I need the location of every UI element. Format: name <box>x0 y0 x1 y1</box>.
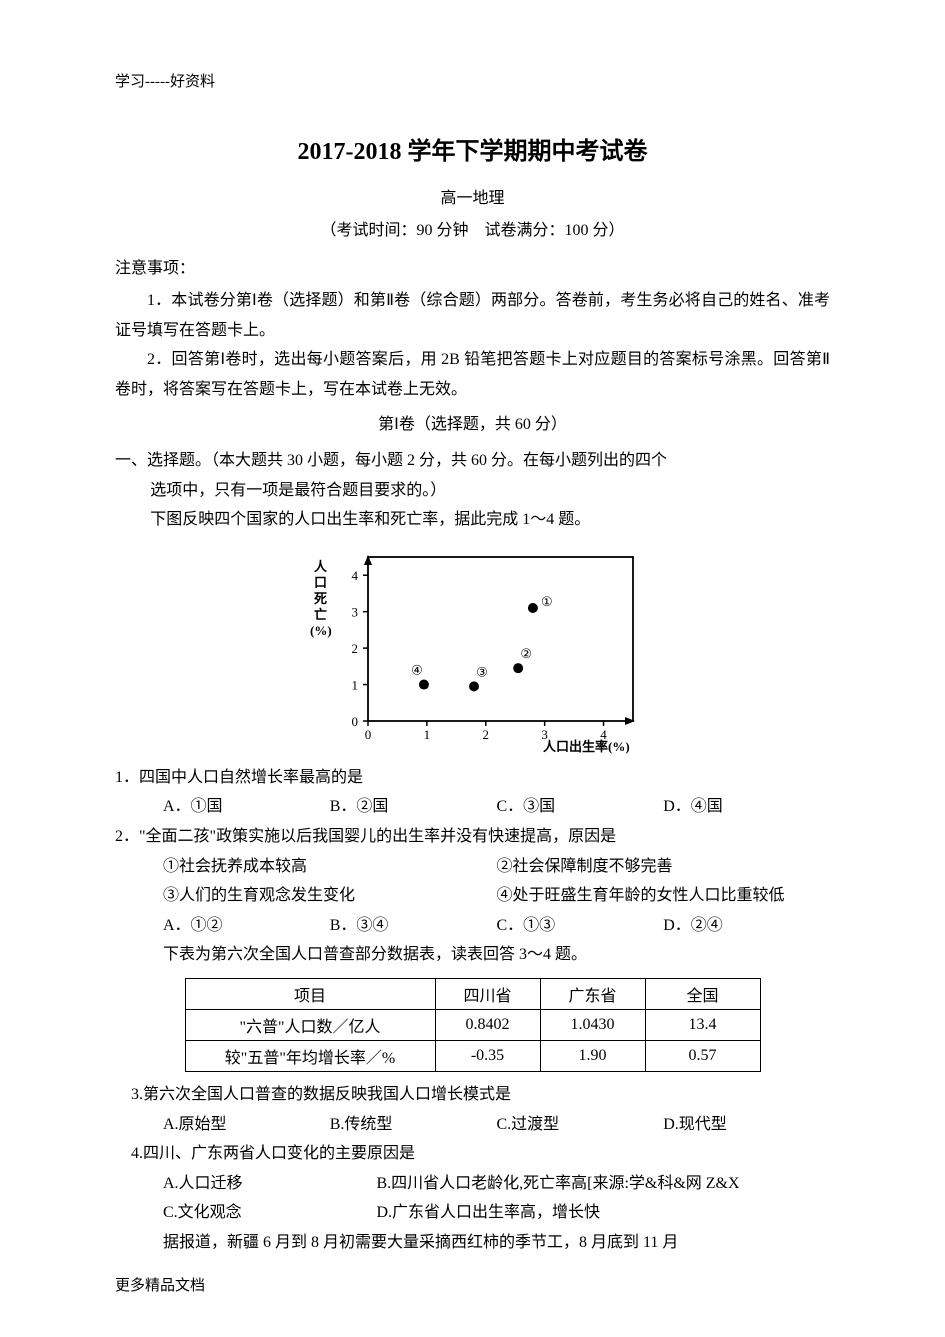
header-note: 学习-----好资料 <box>115 70 830 91</box>
svg-text:2: 2 <box>483 727 490 742</box>
q3-opt-c: C.过渡型 <box>497 1110 664 1140</box>
svg-text:1: 1 <box>424 727 431 742</box>
q2-options: A．①② B．③④ C．①③ D．②④ <box>115 911 830 941</box>
svg-text:3: 3 <box>352 604 359 619</box>
svg-text:亡: 亡 <box>314 607 327 622</box>
footer-note: 更多精品文档 <box>115 1274 205 1295</box>
svg-text:④: ④ <box>411 662 423 677</box>
table-row: "六普"人口数／亿人 0.8402 1.0430 13.4 <box>185 1009 760 1040</box>
notice-2: 2．回答第Ⅰ卷时，选出每小题答案后，用 2B 铅笔把答题卡上对应题目的答案标号涂… <box>115 345 830 404</box>
q34-intro: 下表为第六次全国人口普查部分数据表，读表回答 3～4 题。 <box>115 940 830 970</box>
svg-text:4: 4 <box>600 727 607 742</box>
section-a-intro-line1: 一、选择题。（本大题共 30 小题，每小题 2 分，共 60 分。在每小题列出的… <box>115 446 830 476</box>
svg-text:①: ① <box>541 594 553 609</box>
q3-opt-b: B.传统型 <box>330 1110 497 1140</box>
q-pre-text: 下图反映四个国家的人口出生率和死亡率，据此完成 1～4 题。 <box>115 505 830 535</box>
exam-title: 2017-2018 学年下学期期中考试卷 <box>115 131 830 166</box>
trailing-text: 据报道，新疆 6 月到 8 月初需要大量采摘西红柿的季节工，8 月底到 11 月 <box>115 1228 830 1258</box>
svg-text:0: 0 <box>365 727 372 742</box>
q3-opt-d: D.现代型 <box>663 1110 830 1140</box>
svg-text:②: ② <box>520 646 532 661</box>
q1-options: A．①国 B．②国 C．③国 D．④国 <box>115 792 830 822</box>
section-a-intro-line2: 选项中，只有一项是最符合题目要求的。） <box>115 476 830 506</box>
q4-opt-c: C.文化观念 <box>163 1198 376 1228</box>
q2-r4: ④处于旺盛生育年龄的女性人口比重较低 <box>497 881 831 911</box>
exam-subject: 高一地理 <box>115 184 830 208</box>
scatter-chart: 人口死亡(%) 人口出生率(%) 0 1 2 3 4 0 1 2 3 4 ① ② ③ ④ <box>115 545 830 755</box>
svg-text:口: 口 <box>314 575 327 590</box>
th-item: 项目 <box>185 978 435 1009</box>
q2-opt-a: A．①② <box>163 911 330 941</box>
q1-opt-a: A．①国 <box>163 792 330 822</box>
scatter-svg: 人口死亡(%) 人口出生率(%) 0 1 2 3 4 0 1 2 3 4 ① ② ③ ④ <box>300 545 645 755</box>
svg-text:2: 2 <box>352 641 359 656</box>
notice-title: 注意事项： <box>115 254 830 278</box>
q2-opt-c: C．①③ <box>497 911 664 941</box>
svg-text:③: ③ <box>476 664 488 679</box>
q2-r2: ②社会保障制度不够完善 <box>497 852 831 882</box>
svg-text:(%): (%) <box>310 623 332 638</box>
cell-r2c1: -0.35 <box>435 1040 540 1071</box>
svg-text:3: 3 <box>541 727 548 742</box>
svg-text:人: 人 <box>314 559 328 574</box>
q1-opt-d: D．④国 <box>663 792 830 822</box>
cell-r1c0: "六普"人口数／亿人 <box>185 1009 435 1040</box>
q4-options: A.人口迁移 B.四川省人口老龄化,死亡率高[来源:学&科&网 Z&X C.文化… <box>115 1169 830 1228</box>
q1-opt-c: C．③国 <box>497 792 664 822</box>
q2-stem: 2．"全面二孩"政策实施以后我国婴儿的出生率并没有快速提高，原因是 <box>115 822 830 852</box>
q3-stem: 3.第六次全国人口普查的数据反映我国人口增长模式是 <box>115 1080 830 1110</box>
q1-opt-b: B．②国 <box>330 792 497 822</box>
svg-text:1: 1 <box>352 677 359 692</box>
q2-opt-d: D．②④ <box>663 911 830 941</box>
th-guangdong: 广东省 <box>540 978 645 1009</box>
cell-r2c2: 1.90 <box>540 1040 645 1071</box>
exam-info: （考试时间：90 分钟 试卷满分：100 分） <box>115 216 830 240</box>
q4-opt-b: B.四川省人口老龄化,死亡率高[来源:学&科&网 Z&X <box>376 1169 830 1199</box>
table-header-row: 项目 四川省 广东省 全国 <box>185 978 760 1009</box>
q2-r1: ①社会抚养成本较高 <box>163 852 497 882</box>
svg-text:人口出生率(%): 人口出生率(%) <box>543 739 630 754</box>
census-table: 项目 四川省 广东省 全国 "六普"人口数／亿人 0.8402 1.0430 1… <box>185 978 761 1072</box>
table-row: 较"五普"年均增长率／% -0.35 1.90 0.57 <box>185 1040 760 1071</box>
q2-r3: ③人们的生育观念发生变化 <box>163 881 497 911</box>
cell-r2c0: 较"五普"年均增长率／% <box>185 1040 435 1071</box>
census-table-wrap: 项目 四川省 广东省 全国 "六普"人口数／亿人 0.8402 1.0430 1… <box>115 978 830 1072</box>
q4-stem: 4.四川、广东两省人口变化的主要原因是 <box>115 1139 830 1169</box>
q4-opt-a: A.人口迁移 <box>163 1169 376 1199</box>
notice-1: 1．本试卷分第Ⅰ卷（选择题）和第Ⅱ卷（综合题）两部分。答卷前，考生务必将自己的姓… <box>115 286 830 345</box>
th-sichuan: 四川省 <box>435 978 540 1009</box>
svg-text:4: 4 <box>352 568 359 583</box>
cell-r2c3: 0.57 <box>645 1040 760 1071</box>
th-national: 全国 <box>645 978 760 1009</box>
svg-text:死: 死 <box>314 591 327 606</box>
section-1-title: 第Ⅰ卷（选择题，共 60 分） <box>115 410 830 440</box>
svg-text:0: 0 <box>352 714 359 729</box>
cell-r1c2: 1.0430 <box>540 1009 645 1040</box>
q2-reasons: ①社会抚养成本较高 ②社会保障制度不够完善 ③人们的生育观念发生变化 ④处于旺盛… <box>115 852 830 911</box>
q1-stem: 1．四国中人口自然增长率最高的是 <box>115 763 830 793</box>
q3-options: A.原始型 B.传统型 C.过渡型 D.现代型 <box>115 1110 830 1140</box>
q2-opt-b: B．③④ <box>330 911 497 941</box>
q4-opt-d: D.广东省人口出生率高，增长快 <box>376 1198 830 1228</box>
cell-r1c1: 0.8402 <box>435 1009 540 1040</box>
q3-opt-a: A.原始型 <box>163 1110 330 1140</box>
cell-r1c3: 13.4 <box>645 1009 760 1040</box>
